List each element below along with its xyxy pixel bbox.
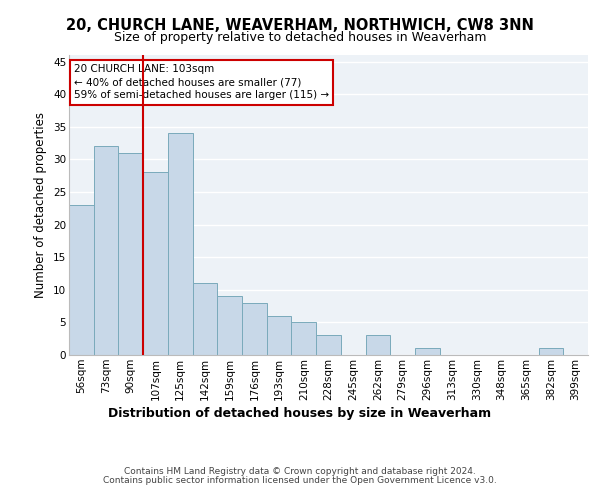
Bar [365, 336, 390, 355]
Y-axis label: Number of detached properties: Number of detached properties [34, 112, 47, 298]
Bar [267, 316, 292, 355]
Bar [415, 348, 440, 355]
Bar [242, 303, 267, 355]
Bar [69, 205, 94, 355]
Text: 20, CHURCH LANE, WEAVERHAM, NORTHWICH, CW8 3NN: 20, CHURCH LANE, WEAVERHAM, NORTHWICH, C… [66, 18, 534, 32]
Bar [539, 348, 563, 355]
Bar [118, 153, 143, 355]
Text: Distribution of detached houses by size in Weaverham: Distribution of detached houses by size … [109, 408, 491, 420]
Bar [193, 284, 217, 355]
Bar [168, 134, 193, 355]
Bar [316, 336, 341, 355]
Text: Contains HM Land Registry data © Crown copyright and database right 2024.: Contains HM Land Registry data © Crown c… [124, 468, 476, 476]
Text: Contains public sector information licensed under the Open Government Licence v3: Contains public sector information licen… [103, 476, 497, 485]
Bar [94, 146, 118, 355]
Text: Size of property relative to detached houses in Weaverham: Size of property relative to detached ho… [114, 31, 486, 44]
Bar [217, 296, 242, 355]
Text: 20 CHURCH LANE: 103sqm
← 40% of detached houses are smaller (77)
59% of semi-det: 20 CHURCH LANE: 103sqm ← 40% of detached… [74, 64, 329, 100]
Bar [143, 172, 168, 355]
Bar [292, 322, 316, 355]
